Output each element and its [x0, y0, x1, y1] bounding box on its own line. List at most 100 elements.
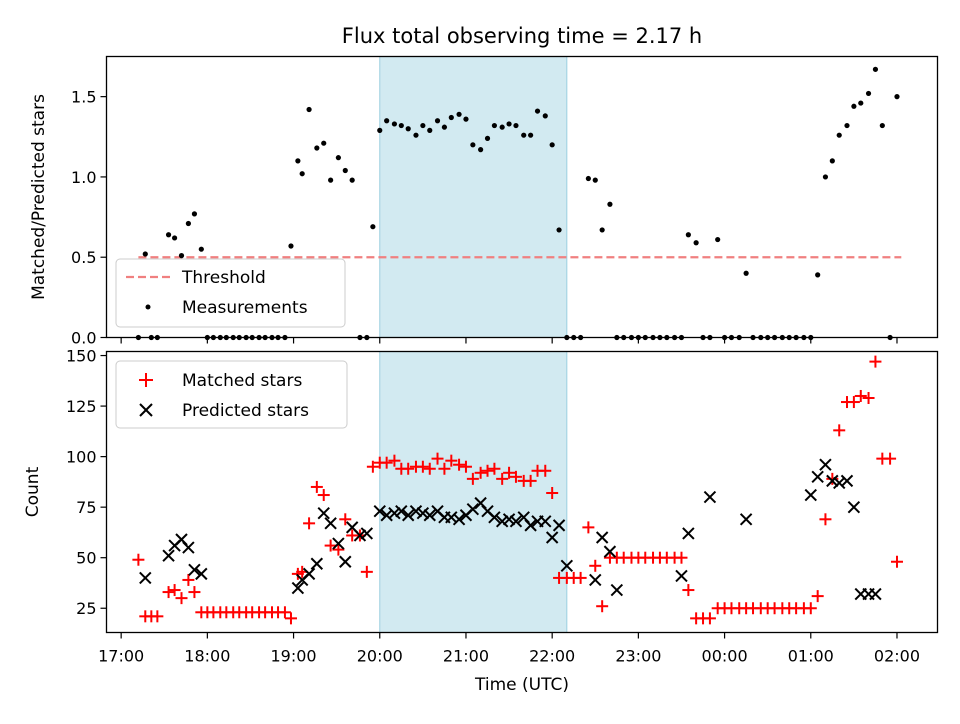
matched-star-point: [466, 472, 479, 485]
measurements-points: [135, 66, 900, 341]
measurement-point: [314, 145, 320, 151]
predicted-star-point: [409, 504, 423, 518]
measurement-point: [342, 167, 348, 174]
predicted-star-point: [560, 559, 574, 572]
measurement-point: [178, 253, 185, 259]
measurement-point: [463, 116, 469, 122]
bottom-panel: 25 50 75 100 125 150 17:00 18:00 19:00 20:00 21:0…: [23, 347, 939, 695]
predicted-star-point: [380, 509, 393, 522]
matched-star-point: [509, 470, 522, 483]
measurement-point: [299, 171, 305, 177]
matched-star-point: [503, 466, 516, 479]
matched-star-point: [445, 454, 458, 467]
measurement-point: [321, 140, 327, 146]
predicted-star-point: [552, 519, 566, 532]
matched-star-point: [833, 424, 846, 437]
measurement-point: [815, 272, 821, 278]
measurement-point: [851, 103, 857, 109]
predicted-star-point: [353, 529, 367, 542]
x-tick-label: 18:00: [184, 647, 230, 666]
matched-star-point: [303, 517, 316, 530]
top-legend-box: [115, 258, 346, 328]
measurement-point: [513, 122, 519, 129]
y-tick-label: 75: [76, 498, 96, 517]
x-axis-label: Time (UTC): [474, 675, 569, 695]
measurement-point: [879, 122, 885, 129]
legend-matched-swatch: [139, 373, 153, 387]
predicted-star-point: [589, 573, 602, 587]
matched-star-point: [862, 391, 875, 404]
predicted-star-point: [195, 567, 208, 581]
matched-star-point: [524, 474, 537, 487]
predicted-star-point: [445, 511, 458, 524]
matched-star-point: [380, 456, 393, 469]
legend-matched-label: Matched stars: [182, 371, 302, 391]
measurement-point: [534, 108, 541, 114]
predicted-star-point: [869, 587, 882, 601]
measurement-point: [185, 220, 191, 227]
x-tick-label: 00:00: [702, 647, 748, 666]
predicted-star-point: [360, 527, 374, 540]
top-plot-frame: [105, 55, 939, 339]
matched-star-point: [168, 584, 181, 597]
matched-star-point: [423, 462, 436, 475]
top-y-ticks: 0.0 0.5 1.0 1.5: [71, 88, 107, 348]
predicted-star-point: [324, 517, 337, 530]
matched-star-point: [339, 513, 352, 526]
matched-star-point: [162, 586, 175, 599]
predicted-star-point: [466, 502, 480, 516]
measurement-point: [288, 243, 294, 249]
measurement-point: [872, 66, 879, 72]
predicted-star-point: [488, 511, 501, 524]
y-tick-label: 1.0: [71, 168, 96, 187]
measurement-point: [592, 177, 598, 183]
matched-star-point: [453, 458, 466, 471]
matched-star-point: [596, 600, 609, 613]
predicted-star-point: [332, 537, 345, 550]
y-tick-label: 100: [66, 448, 97, 467]
matched-star-point: [496, 472, 509, 485]
predicted-star-point: [524, 519, 537, 532]
predicted-star-point: [310, 557, 324, 570]
measurement-point: [822, 174, 829, 180]
legend-measurements-swatch: [145, 304, 151, 310]
y-tick-label: 50: [76, 549, 96, 568]
top-y-axis-label: Matched/Predicted stars: [29, 94, 49, 300]
measurement-point: [491, 122, 498, 129]
x-tick-label: 17:00: [98, 647, 144, 666]
matched-star-point: [324, 539, 337, 552]
predicted-star-point: [373, 504, 386, 518]
matched-star-point: [481, 464, 494, 477]
predicted-star-point: [339, 555, 352, 568]
predicted-star-point: [388, 507, 401, 520]
bottom-plot-frame: [105, 350, 939, 634]
matched-star-point: [310, 480, 323, 493]
matched-star-point: [388, 454, 401, 467]
matched-star-point: [332, 543, 345, 556]
matched-star-point: [188, 586, 201, 599]
predicted-star-point: [703, 490, 717, 504]
predicted-star-point: [847, 500, 861, 514]
matched-star-point: [132, 553, 145, 566]
measurement-point: [377, 127, 383, 133]
matched-star-point: [284, 612, 297, 625]
measurement-point: [521, 132, 527, 138]
matched-star-point: [854, 389, 867, 402]
matched-star-point: [890, 555, 903, 568]
predicted-star-point: [452, 513, 466, 526]
y-tick-label: 0.5: [71, 248, 96, 267]
matched-star-point: [869, 355, 882, 368]
measurement-point: [693, 240, 699, 246]
x-tick-label: 01:00: [788, 647, 834, 666]
measurement-point: [549, 142, 555, 148]
matched-star-point: [847, 396, 860, 409]
predicted-star-point: [182, 541, 195, 554]
predicted-star-point: [826, 474, 839, 488]
measurement-point: [142, 251, 148, 257]
measurement-point: [384, 118, 390, 124]
x-tick-label: 19:00: [271, 647, 317, 666]
measurement-point: [172, 235, 178, 241]
measurement-point: [198, 246, 204, 252]
matched-star-point: [459, 460, 472, 473]
measurement-point: [506, 121, 512, 127]
